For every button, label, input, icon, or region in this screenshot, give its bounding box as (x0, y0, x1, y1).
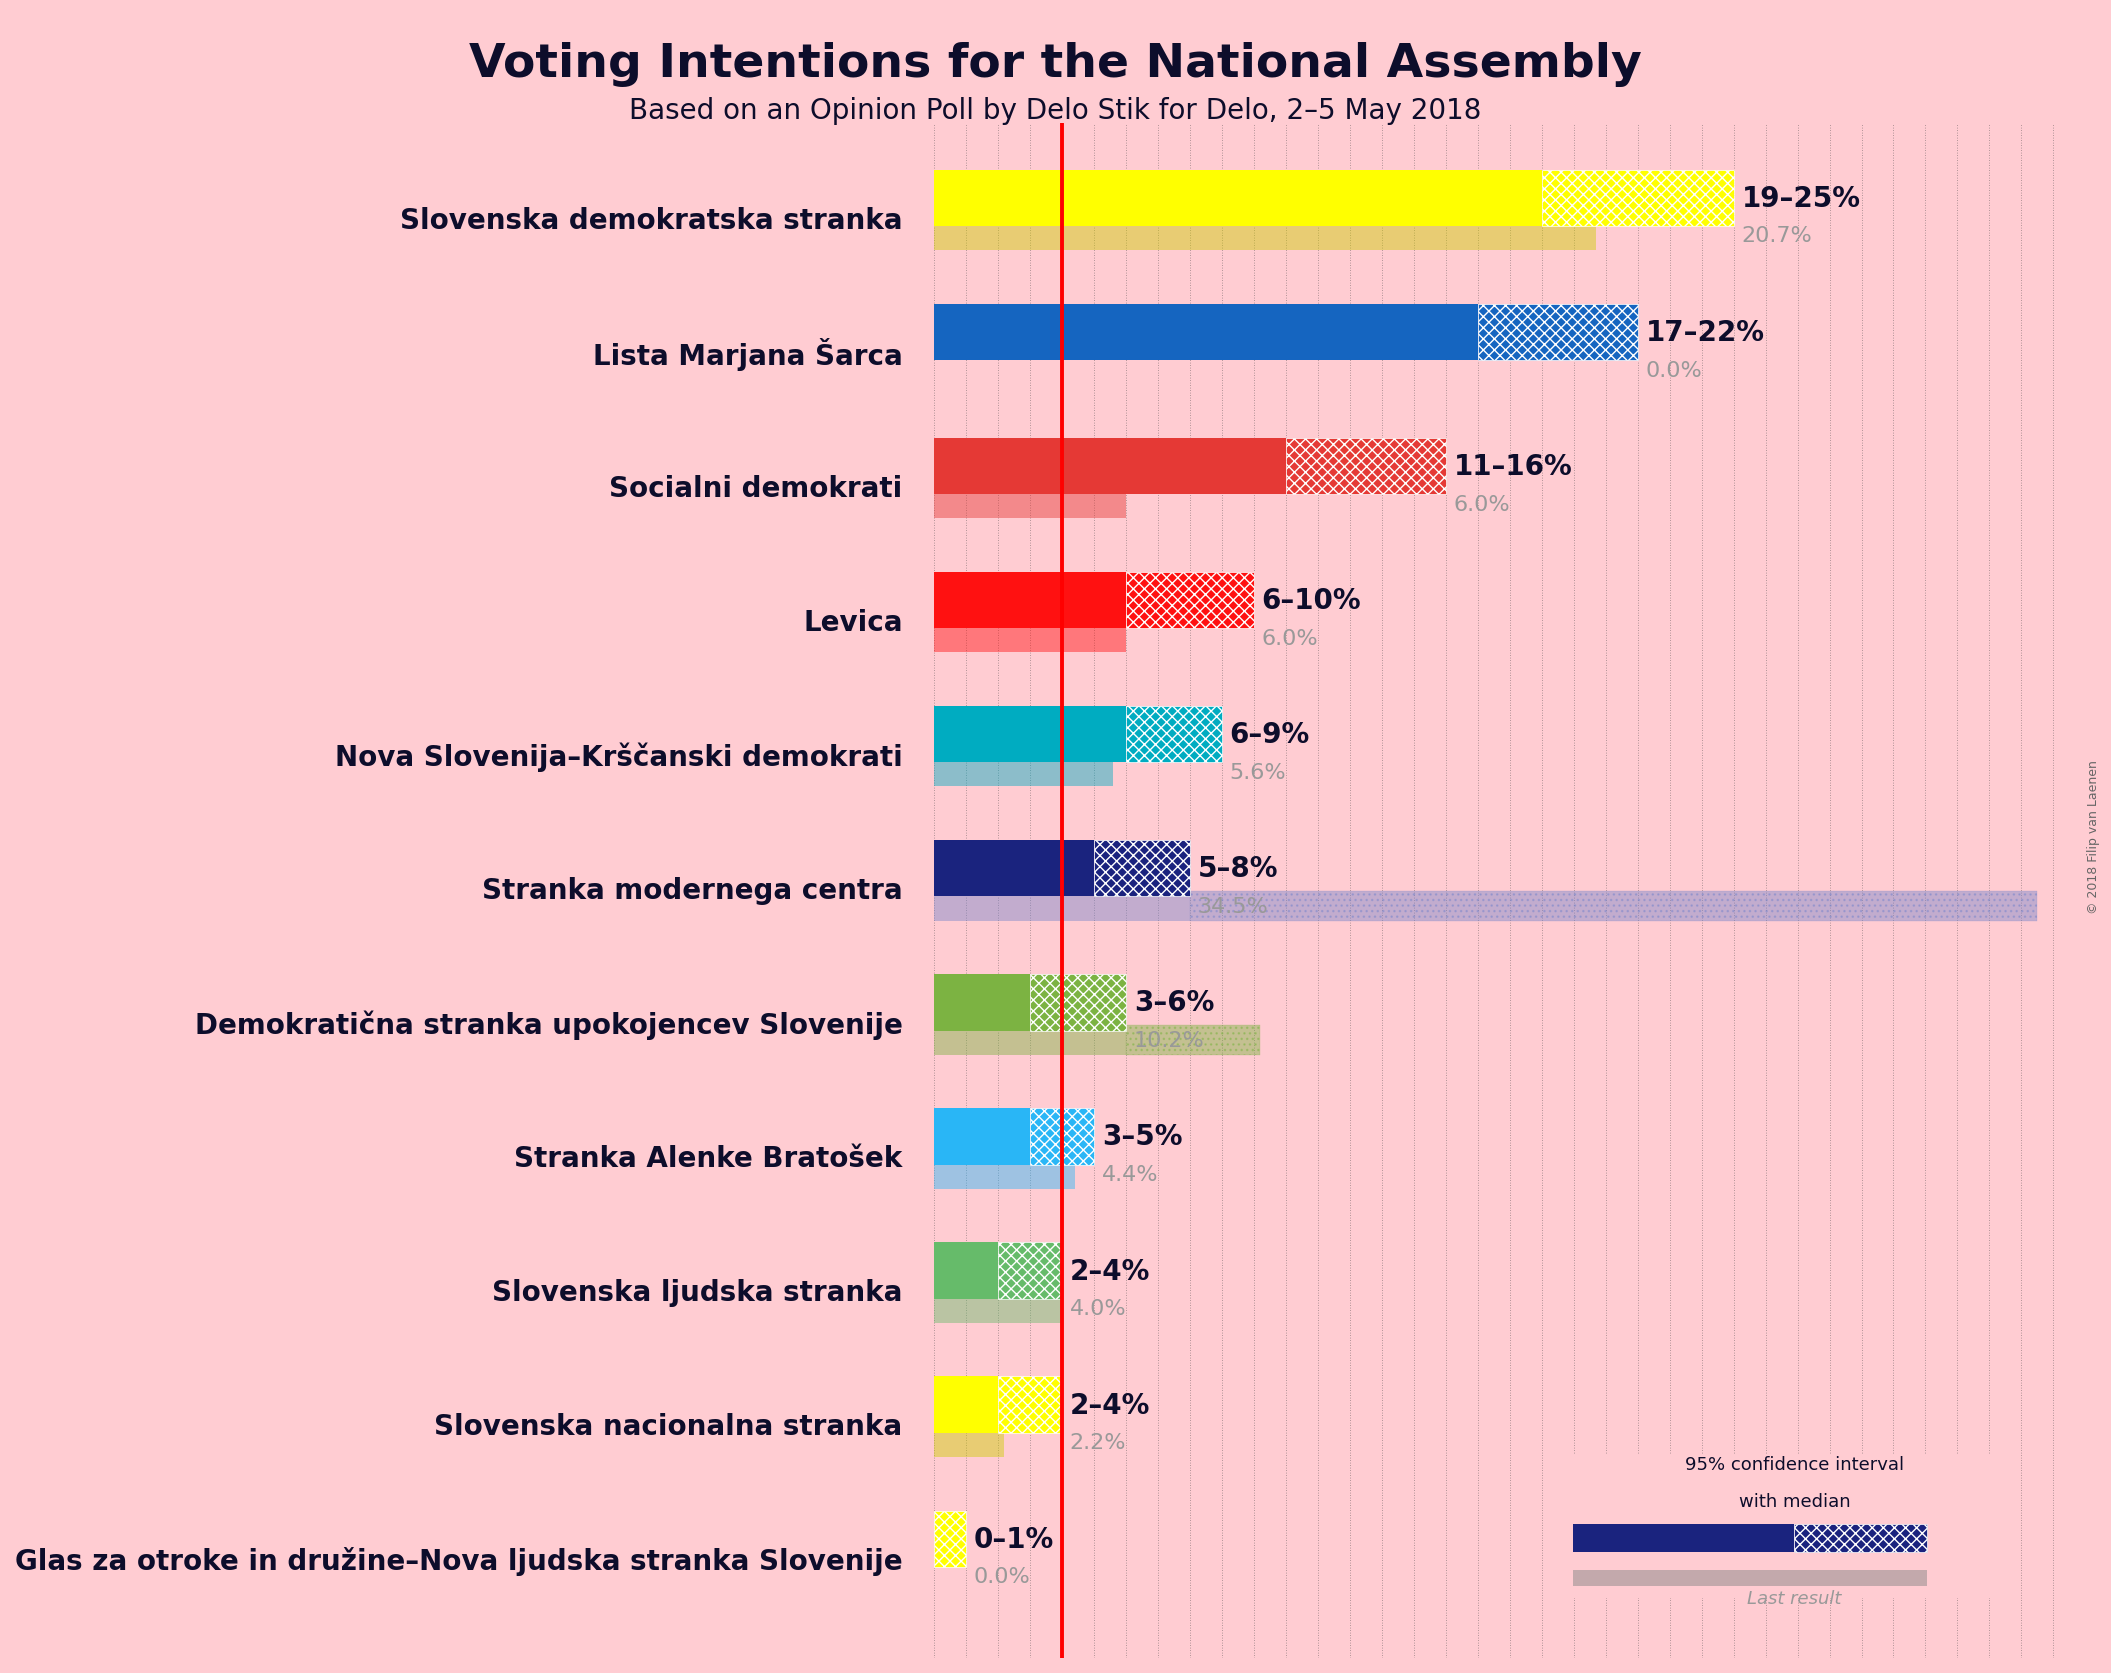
Bar (933, 758, 1112, 786)
Text: 5.6%: 5.6% (1231, 763, 1286, 783)
Bar (933, 1427, 1005, 1457)
Text: 0–1%: 0–1% (973, 1524, 1053, 1553)
Text: 20.7%: 20.7% (1742, 226, 1811, 246)
Text: 6.0%: 6.0% (1262, 629, 1317, 647)
Bar (933, 304, 1478, 361)
Text: 4.4%: 4.4% (1102, 1164, 1159, 1184)
Text: 19–25%: 19–25% (1742, 184, 1860, 212)
Bar (933, 1511, 965, 1568)
Bar (1541, 171, 1733, 228)
Text: 10.2%: 10.2% (1134, 1031, 1205, 1051)
Bar (933, 1377, 999, 1432)
Bar (1030, 1109, 1093, 1164)
Bar (933, 840, 1093, 897)
Text: 6–9%: 6–9% (1231, 721, 1311, 750)
Text: 2–4%: 2–4% (1070, 1390, 1150, 1419)
Text: 3–5%: 3–5% (1102, 1123, 1182, 1151)
Text: 3–6%: 3–6% (1134, 989, 1214, 1017)
Text: 5–8%: 5–8% (1197, 855, 1277, 883)
Bar (933, 1159, 1074, 1190)
Bar (999, 1377, 1062, 1432)
Text: 11–16%: 11–16% (1454, 453, 1573, 480)
Bar (1478, 304, 1638, 361)
Bar (933, 892, 1191, 922)
Bar (933, 1293, 1062, 1323)
Bar (1125, 706, 1222, 763)
Bar (1794, 1524, 1927, 1553)
Text: with median: with median (1739, 1492, 1849, 1511)
Bar (1573, 1569, 1927, 1586)
Bar (1191, 892, 2037, 922)
Bar (933, 975, 1030, 1031)
Text: Voting Intentions for the National Assembly: Voting Intentions for the National Assem… (469, 42, 1642, 87)
Bar (933, 438, 1286, 495)
Text: 95% confidence interval: 95% confidence interval (1685, 1456, 1904, 1474)
Bar (933, 572, 1125, 629)
Bar (1093, 840, 1191, 897)
Text: Last result: Last result (1748, 1589, 1841, 1606)
Bar (1573, 1524, 1794, 1553)
Bar (933, 1109, 1030, 1164)
Bar (933, 1026, 1125, 1056)
Text: © 2018 Filip van Laenen: © 2018 Filip van Laenen (2088, 760, 2100, 913)
Text: 34.5%: 34.5% (1197, 897, 1269, 917)
Bar (933, 624, 1125, 652)
Bar (1030, 975, 1125, 1031)
Bar (1286, 438, 1446, 495)
Bar (933, 171, 1541, 228)
Bar (1125, 572, 1254, 629)
Text: 17–22%: 17–22% (1647, 320, 1765, 346)
Bar (999, 1243, 1062, 1298)
Text: 2.2%: 2.2% (1070, 1432, 1125, 1452)
Bar (933, 1243, 999, 1298)
Text: 4.0%: 4.0% (1070, 1298, 1127, 1318)
Text: Based on an Opinion Poll by Delo Stik for Delo, 2–5 May 2018: Based on an Opinion Poll by Delo Stik fo… (629, 97, 1482, 125)
Text: 6.0%: 6.0% (1454, 494, 1509, 514)
Text: 0.0%: 0.0% (973, 1566, 1030, 1586)
Bar (1125, 1026, 1260, 1056)
Bar (933, 706, 1125, 763)
Bar (933, 221, 1596, 251)
Text: 0.0%: 0.0% (1647, 360, 1701, 380)
Text: 2–4%: 2–4% (1070, 1256, 1150, 1285)
Bar (933, 490, 1125, 519)
Text: 6–10%: 6–10% (1262, 587, 1362, 614)
